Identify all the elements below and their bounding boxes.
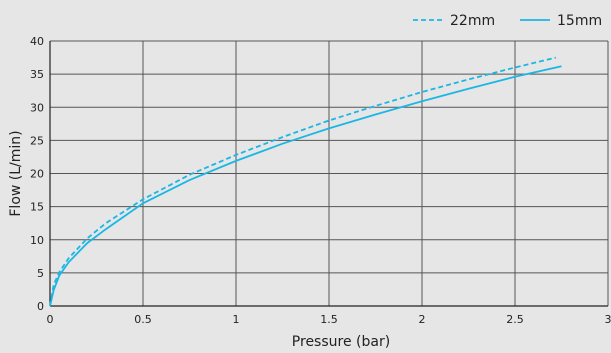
y-tick-label: 15: [30, 201, 44, 214]
x-tick-label: 2: [419, 313, 426, 326]
x-tick-label: 0.5: [134, 313, 152, 326]
y-tick-label: 35: [30, 68, 44, 81]
y-tick-label: 40: [30, 35, 44, 48]
x-tick-label: 1: [233, 313, 240, 326]
y-axis-title: Flow (L/min): [8, 130, 24, 216]
y-tick-label: 30: [30, 101, 44, 114]
y-tick-labels: 0 5 10 15 20 25 30 35 40: [30, 35, 44, 313]
x-axis-title: Pressure (bar): [292, 334, 390, 350]
y-tick-label: 25: [30, 134, 44, 147]
series-line-22mm: [49, 56, 557, 307]
y-tick-label: 10: [30, 234, 44, 247]
series-line-15mm: [49, 65, 562, 307]
grid: [49, 40, 609, 307]
legend-label: 22mm: [450, 13, 495, 29]
y-tick-label: 20: [30, 168, 44, 181]
x-tick-label: 1.5: [320, 313, 338, 326]
legend-label: 15mm: [557, 13, 602, 29]
series-lines: [49, 56, 562, 307]
y-tick-label: 5: [37, 267, 44, 280]
x-tick-label: 2.5: [506, 313, 524, 326]
x-tick-labels: 0 0.5 1 1.5 2 2.5 3: [47, 313, 611, 326]
legend: 22mm 15mm: [413, 13, 602, 29]
x-tick-label: 3: [605, 313, 611, 326]
y-tick-label: 0: [37, 300, 44, 313]
x-tick-label: 0: [47, 313, 54, 326]
